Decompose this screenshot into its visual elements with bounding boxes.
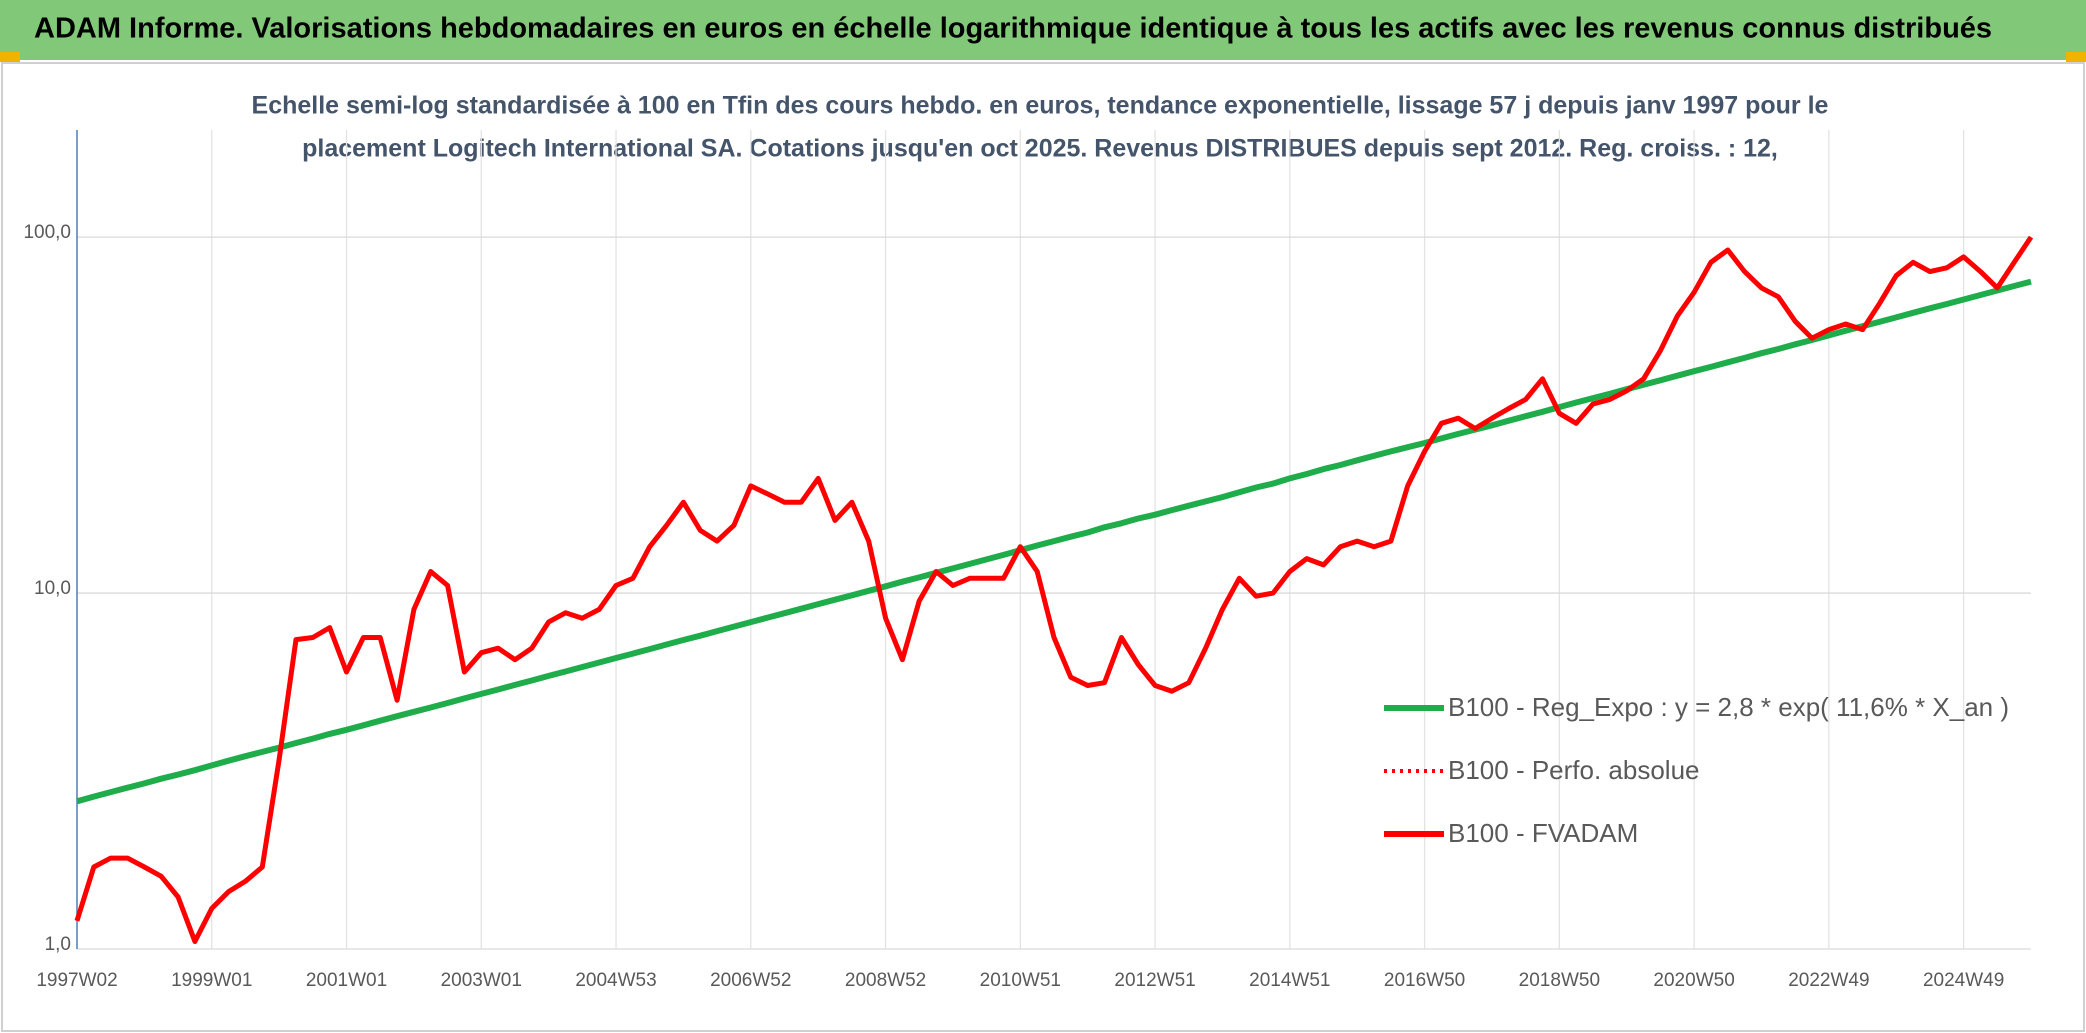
corner-mark — [0, 52, 20, 62]
legend-label: B100 - FVADAM — [1448, 818, 1638, 848]
x-tick-label: 2020W50 — [1653, 970, 1734, 991]
chart-title: ADAM Informe. Valorisations hebdomadaire… — [34, 13, 1992, 45]
data-line — [74, 235, 2034, 944]
data-line — [76, 278, 2032, 805]
legend-label: B100 - Reg_Expo : y = 2,8 * exp( 11,6% *… — [1448, 692, 2009, 722]
x-tick-label: 2003W01 — [441, 970, 522, 991]
x-tick-label: 2014W51 — [1249, 970, 1330, 991]
x-tick-label: 2010W51 — [980, 970, 1061, 991]
legend-label: B100 - Perfo. absolue — [1448, 755, 1700, 785]
x-tick-label: 2008W52 — [845, 970, 926, 991]
x-tick-label: 2006W52 — [710, 970, 791, 991]
header-bar — [0, 0, 2086, 60]
x-tick-label: 2022W49 — [1788, 970, 1869, 991]
x-tick-label: 1999W01 — [171, 970, 252, 991]
chart-subtitle: Echelle semi-log standardisée à 100 en T… — [252, 92, 1829, 120]
x-tick-label: 2024W49 — [1923, 970, 2004, 991]
x-tick-label: 1997W02 — [36, 970, 117, 991]
y-tick-label: 10,0 — [34, 578, 71, 599]
y-tick-label: 100,0 — [23, 222, 71, 243]
x-tick-label: 2012W51 — [1114, 970, 1195, 991]
x-tick-label: 2001W01 — [306, 970, 387, 991]
x-tick-label: 2018W50 — [1519, 970, 1600, 991]
chart-subtitle: placement Logitech International SA. Cot… — [302, 135, 1778, 163]
corner-mark — [2066, 52, 2086, 62]
x-tick-label: 2016W50 — [1384, 970, 1465, 991]
y-tick-label: 1,0 — [45, 934, 71, 955]
x-tick-label: 2004W53 — [575, 970, 656, 991]
